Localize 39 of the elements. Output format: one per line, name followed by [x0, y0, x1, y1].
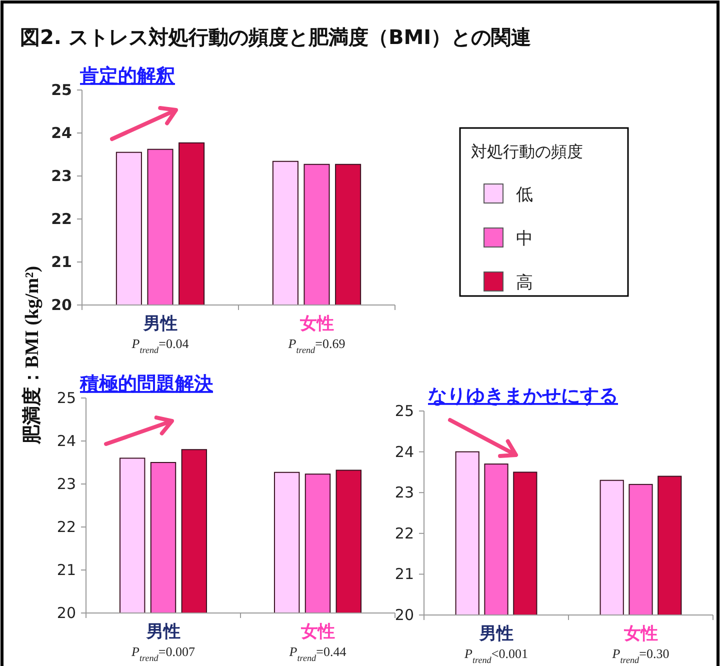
x-tick-label: 女性: [300, 622, 335, 642]
text: P$_{trend}$=0.44: [288, 644, 347, 663]
y-tick-label: 21: [394, 565, 414, 584]
y-tick-label: 22: [56, 518, 76, 536]
legend-title: 対処行動の頻度: [471, 142, 583, 161]
y-tick-label: 20: [394, 606, 414, 624]
legend-label: 高: [516, 273, 533, 293]
y-tick-label: 23: [56, 475, 76, 493]
x-tick-label: 女性: [298, 314, 334, 334]
y-tick-label: 24: [51, 124, 72, 142]
text: P$_{trend}$=0.30: [611, 646, 670, 665]
y-tick-label: 25: [56, 389, 76, 407]
y-tick-label: 23: [394, 484, 414, 502]
y-axis-title: 肥満度：BMI (kg/m²): [21, 266, 43, 446]
text: P$_{trend}$=0.04: [130, 336, 190, 355]
y-tick-label: 23: [51, 167, 72, 185]
x-tick-label: 男性: [142, 314, 178, 334]
legend-label: 低: [516, 185, 533, 205]
chart-subtitle: 肯定的解釈: [79, 65, 175, 87]
y-tick-label: 21: [56, 561, 76, 579]
chart-title: 図2. ストレス対処行動の頻度と肥満度（BMI）との関連: [20, 25, 532, 49]
x-tick-label: 男性: [145, 622, 180, 642]
y-tick-label: 24: [56, 432, 76, 450]
chart-title: 積極的問題解決: [79, 373, 214, 395]
y-tick-label: 25: [394, 402, 414, 420]
y-tick-label: 24: [394, 442, 414, 461]
text: P$_{trend}$=0.69: [287, 336, 346, 355]
text: P$_{trend}$=0.007: [130, 644, 196, 663]
x-tick-label: 男性: [478, 624, 514, 644]
text: P$_{trend}$<0.001: [464, 646, 528, 665]
chart-title: なりゆきまかせにする: [428, 385, 618, 407]
y-tick-label: 21: [51, 253, 72, 271]
y-tick-label: 20: [56, 604, 76, 622]
y-tick-label: 20: [51, 296, 72, 314]
legend-label: 中: [516, 229, 533, 249]
y-tick-label: 25: [51, 81, 72, 99]
x-tick-label: 女性: [622, 624, 658, 644]
y-tick-label: 22: [51, 210, 72, 228]
y-tick-label: 22: [394, 524, 414, 542]
